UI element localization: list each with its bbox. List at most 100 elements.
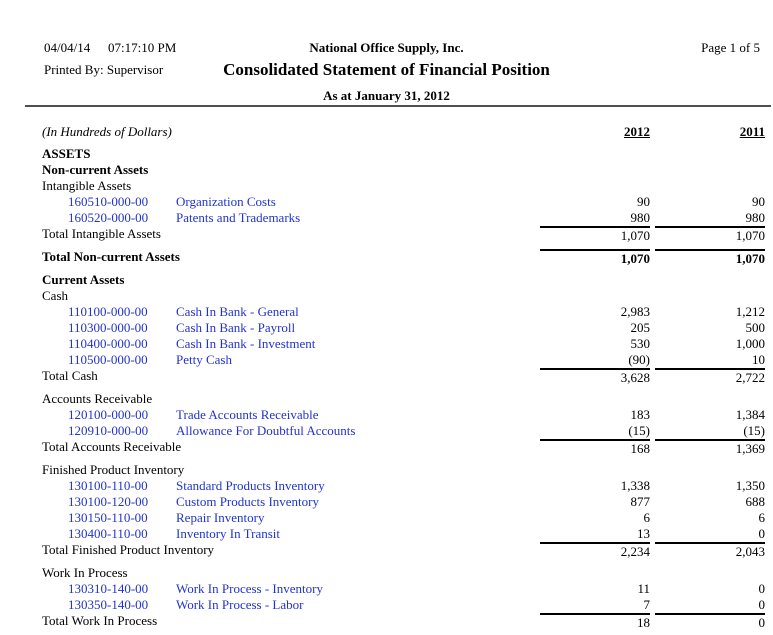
total-value-2012: 2,234	[540, 542, 650, 560]
section-caption: ASSETS	[42, 146, 91, 161]
col-header-2012-text: 2012	[624, 124, 650, 139]
value-2011: 1,000	[735, 336, 765, 351]
section-caption-row: Work In Process	[42, 565, 765, 581]
account-number-link[interactable]: 130150-110-00	[68, 510, 148, 525]
value-2011	[655, 272, 765, 288]
total-value-2011: 1,369	[655, 439, 765, 457]
account-number-link[interactable]: 160520-000-00	[68, 210, 149, 225]
account-number-link[interactable]: 120100-000-00	[68, 407, 149, 422]
account-number-link[interactable]: 130310-140-00	[68, 581, 149, 596]
account-label-cell: 130310-140-00 Work In Process - Inventory	[42, 581, 540, 597]
account-row: 130310-140-00 Work In Process - Inventory…	[42, 581, 765, 597]
total-label: Total Finished Product Inventory	[42, 542, 215, 557]
account-description-link[interactable]: Cash In Bank - Investment	[176, 336, 316, 351]
value-2012: 7	[643, 597, 651, 612]
account-description-link[interactable]: Repair Inventory	[176, 510, 265, 525]
value-2011: 6	[758, 510, 766, 525]
col-header-2011: 2011	[655, 124, 765, 140]
value-2011: 1,350	[735, 478, 765, 493]
account-number-link[interactable]: 130100-120-00	[68, 494, 149, 509]
account-description-link[interactable]: Work In Process - Inventory	[176, 581, 323, 596]
total-value-2011: 1,070	[655, 226, 765, 244]
total-value-2011: 2,043	[655, 542, 765, 560]
value-2011: 90	[752, 194, 765, 209]
total-label: Total Non-current Assets	[42, 249, 180, 264]
value-2011	[655, 565, 765, 581]
value-2012: 980	[630, 210, 651, 225]
account-label-cell: 110400-000-00 Cash In Bank - Investment	[42, 336, 540, 352]
value-2012: 205	[630, 320, 651, 335]
account-description-link[interactable]: Organization Costs	[176, 194, 276, 209]
section-caption: Cash	[42, 288, 68, 303]
column-header-row: (In Hundreds of Dollars) 2012 2011	[42, 124, 765, 140]
account-label-cell: 130350-140-00 Work In Process - Labor	[42, 597, 540, 613]
account-description-link[interactable]: Petty Cash	[176, 352, 232, 367]
account-description-link[interactable]: Custom Products Inventory	[176, 494, 319, 509]
account-row: 110300-000-00 Cash In Bank - Payroll 205 50…	[42, 320, 765, 336]
value-2012	[540, 565, 650, 581]
section-caption-row: Finished Product Inventory	[42, 462, 765, 478]
account-number-link[interactable]: 130100-110-00	[68, 478, 148, 493]
value-2011	[655, 391, 765, 407]
account-description-link[interactable]: Standard Products Inventory	[176, 478, 325, 493]
value-2011: 688	[745, 494, 766, 509]
section-caption: Non-current Assets	[42, 162, 149, 177]
account-description-link[interactable]: Cash In Bank - Payroll	[176, 320, 296, 335]
col-header-2011-text: 2011	[739, 124, 765, 139]
total-value-2012: 3,628	[540, 368, 650, 386]
section-caption-row: ASSETS	[42, 146, 765, 162]
account-label-cell: 110500-000-00 Petty Cash	[42, 352, 540, 368]
account-number-link[interactable]: 160510-000-00	[68, 194, 149, 209]
total-row: Total Cash 3,628 2,722	[42, 368, 765, 386]
value-2011	[655, 288, 765, 304]
total-row: Total Non-current Assets 1,070 1,070	[42, 249, 765, 267]
account-number-link[interactable]: 110300-000-00	[68, 320, 148, 335]
account-description-link[interactable]: Inventory In Transit	[176, 526, 280, 541]
value-2012: 90	[637, 194, 650, 209]
total-label: Total Intangible Assets	[42, 226, 161, 241]
account-description-link[interactable]: Allowance For Doubtful Accounts	[176, 423, 356, 438]
account-number-link[interactable]: 120910-000-00	[68, 423, 149, 438]
account-description-link[interactable]: Patents and Trademarks	[176, 210, 301, 225]
value-2012: 11	[637, 581, 650, 596]
value-2012	[540, 146, 650, 162]
section-caption: Intangible Assets	[42, 178, 132, 193]
value-2012: 6	[643, 510, 651, 525]
printed-by: Printed By: Supervisor	[44, 62, 164, 77]
account-description-link[interactable]: Cash In Bank - General	[176, 304, 299, 319]
section-caption-row: Non-current Assets	[42, 162, 765, 178]
account-number-link[interactable]: 110500-000-00	[68, 352, 148, 367]
account-label-cell: 160510-000-00 Organization Costs	[42, 194, 540, 210]
account-row: 110500-000-00 Petty Cash (90) 10	[42, 352, 765, 368]
value-2011: 1,384	[735, 407, 765, 422]
account-number-link[interactable]: 110400-000-00	[68, 336, 148, 351]
account-row: 130100-120-00 Custom Products Inventory 87…	[42, 494, 765, 510]
total-label: Total Cash	[42, 368, 98, 383]
account-row: 130100-110-00 Standard Products Inventory…	[42, 478, 765, 494]
header-divider	[25, 105, 771, 107]
account-row: 120100-000-00 Trade Accounts Receivable 18…	[42, 407, 765, 423]
company-name: National Office Supply, Inc.	[309, 40, 464, 55]
value-2012	[540, 288, 650, 304]
section-caption: Finished Product Inventory	[42, 462, 185, 477]
total-label: Total Accounts Receivable	[42, 439, 182, 454]
value-2012: 530	[630, 336, 651, 351]
section-caption: Accounts Receivable	[42, 391, 153, 406]
account-label-cell: 160520-000-00 Patents and Trademarks	[42, 210, 540, 226]
account-label-cell: 130100-120-00 Custom Products Inventory	[42, 494, 540, 510]
page-number: Page 1 of 5	[701, 40, 760, 55]
total-value-2012: 1,070	[540, 226, 650, 244]
total-row: Total Accounts Receivable 168 1,369	[42, 439, 765, 457]
account-label-cell: 120100-000-00 Trade Accounts Receivable	[42, 407, 540, 423]
value-2012	[540, 178, 650, 194]
account-number-link[interactable]: 130350-140-00	[68, 597, 149, 612]
account-number-link[interactable]: 110100-000-00	[68, 304, 148, 319]
value-2011: 10	[752, 352, 765, 367]
account-description-link[interactable]: Work In Process - Labor	[176, 597, 304, 612]
account-number-link[interactable]: 130400-110-00	[68, 526, 148, 541]
account-description-link[interactable]: Trade Accounts Receivable	[176, 407, 319, 422]
value-2011: 0	[758, 581, 766, 596]
value-2012	[540, 272, 650, 288]
value-2012	[540, 391, 650, 407]
